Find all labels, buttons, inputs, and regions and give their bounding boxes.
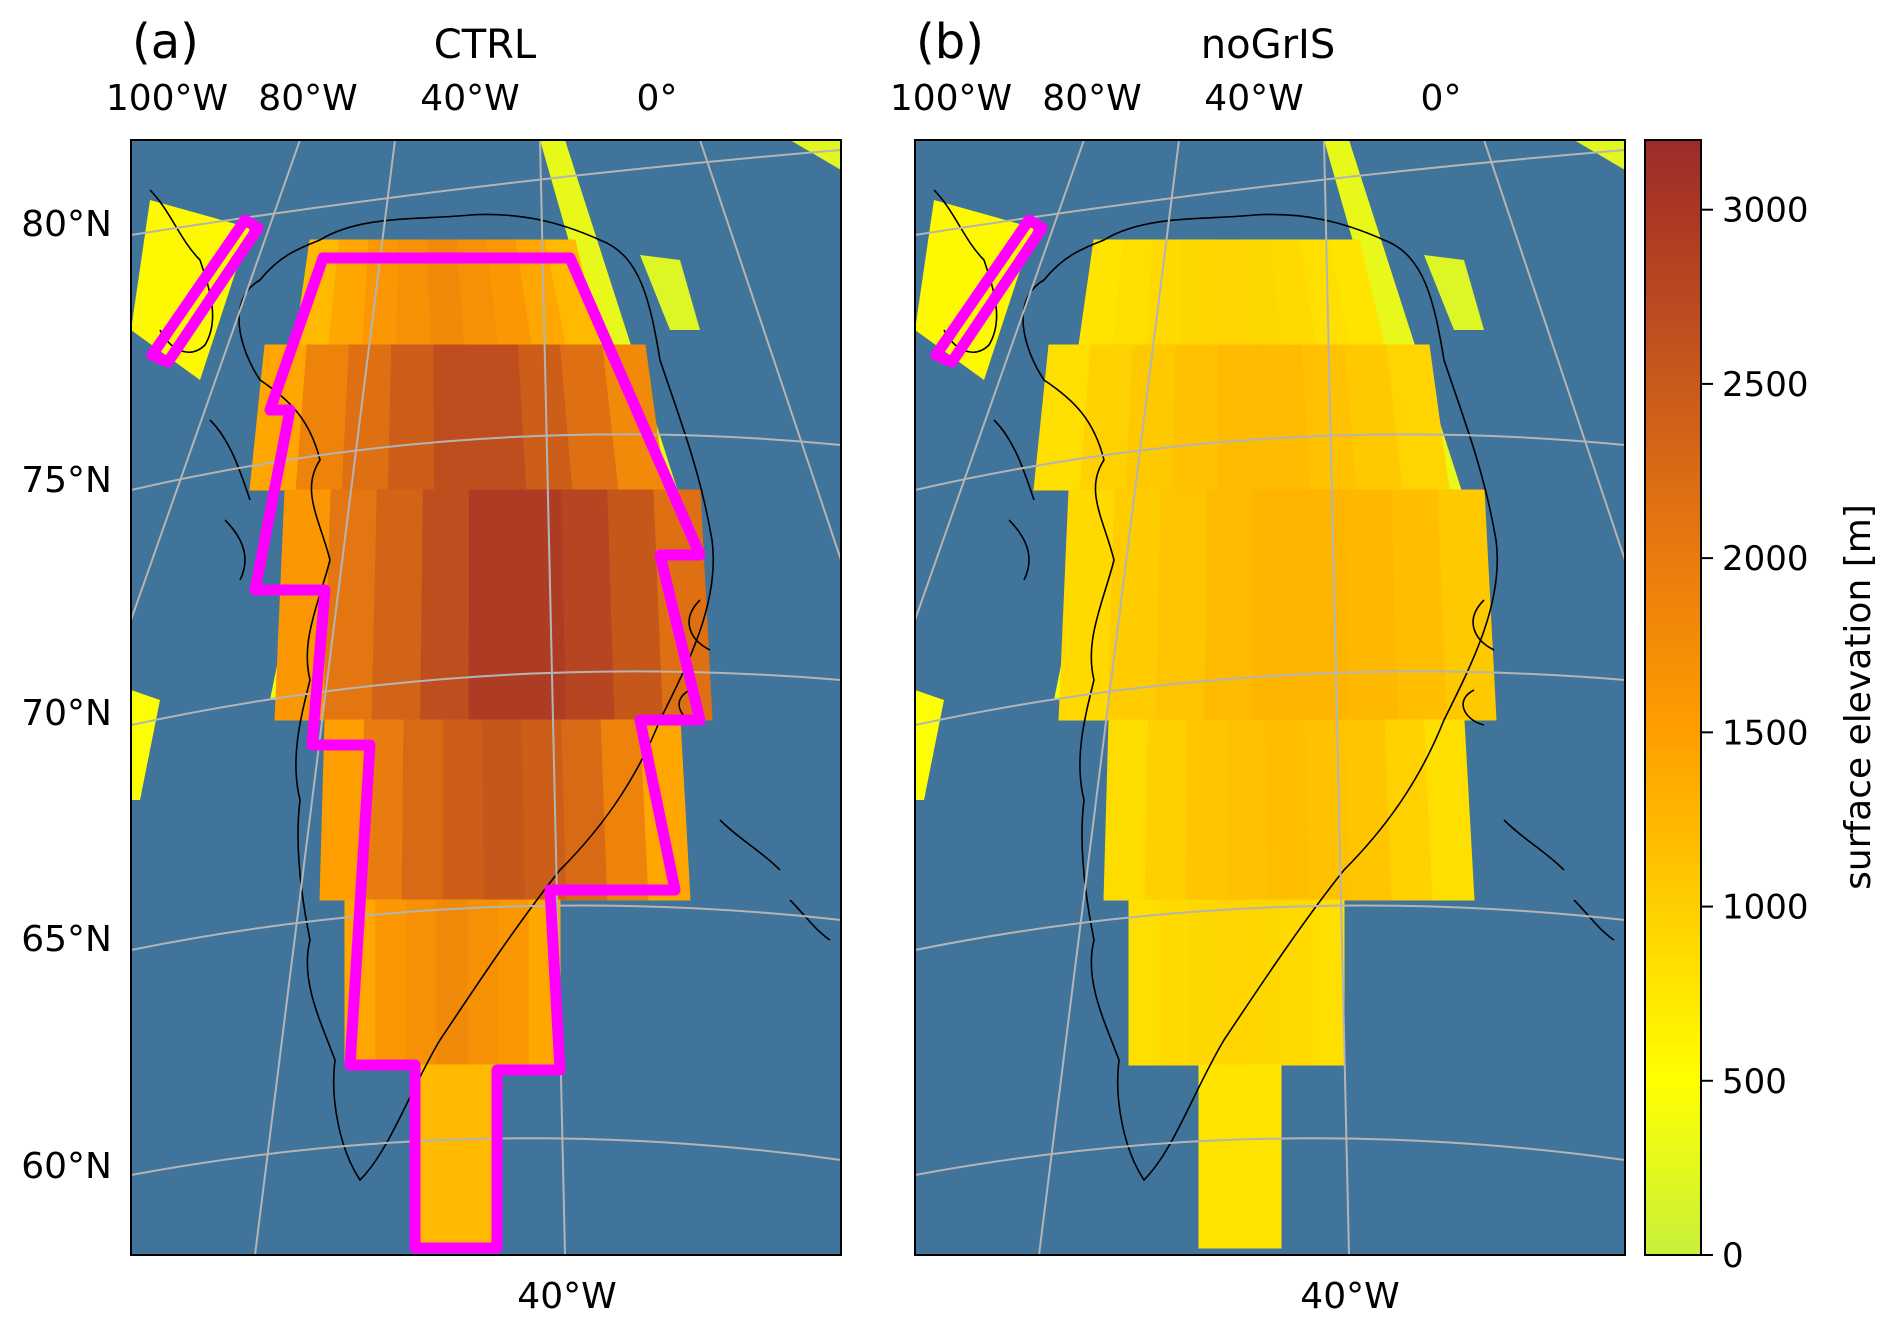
elevation-cell	[468, 489, 519, 721]
elevation-cell	[1345, 489, 1400, 721]
panel-a: (a) CTRL 100°W 80°W 40°W 0° 40°W 80°N 75…	[21, 14, 842, 1317]
elevation-cell	[1198, 1064, 1241, 1249]
elevation-cell	[1220, 899, 1253, 1066]
domain-outline	[930, 214, 1048, 368]
elevation-cell	[1266, 719, 1311, 901]
elevation-cells	[915, 140, 1625, 1249]
coastline	[933, 189, 1615, 1182]
panel-letter: (a)	[132, 14, 199, 70]
domain-outline	[146, 214, 706, 1254]
elevation-cell	[405, 899, 438, 1066]
lat-label: 65°N	[21, 919, 112, 960]
elevation-cell	[1144, 719, 1189, 901]
elevation-cell	[1226, 719, 1269, 901]
colorbar-tick-label: 2500	[1722, 365, 1809, 405]
elevation-cell	[1305, 719, 1352, 901]
graticule	[131, 140, 841, 1255]
elevation-cell	[1282, 899, 1314, 1066]
top-lon-label: 100°W	[106, 78, 228, 119]
elevation-cell	[1217, 344, 1266, 491]
top-lon-label: 0°	[637, 78, 678, 119]
elevation-cell	[1103, 719, 1149, 901]
elevation-cell	[1189, 899, 1222, 1066]
elevation-cell	[131, 690, 160, 800]
elevation-cell	[414, 1064, 457, 1249]
coastline	[149, 189, 831, 1182]
elevation-cell	[515, 489, 567, 721]
elevation-cell	[1128, 899, 1161, 1066]
elevation-cell	[455, 1064, 498, 1249]
elevation-cell	[1239, 1064, 1282, 1249]
bottom-lon-label: 40°W	[517, 1276, 616, 1317]
elevation-cell	[1171, 344, 1219, 491]
elevation-cell	[1204, 489, 1254, 721]
colorbar-tick-label: 500	[1722, 1062, 1787, 1102]
top-lon-label: 100°W	[890, 78, 1012, 119]
map-frame	[914, 139, 1626, 1256]
colorbar: 0 500 1000 1500 2000 2500 3000 surface elevati…	[1644, 139, 1879, 1276]
elevation-cell	[1299, 489, 1351, 721]
elevation-cell	[420, 489, 470, 721]
colorbar-tick-label: 3000	[1722, 191, 1809, 231]
elevation-cell	[561, 719, 609, 901]
top-lon-label: 80°W	[1042, 78, 1141, 119]
elevation-cell	[915, 690, 944, 800]
lat-label: 70°N	[21, 693, 112, 734]
elevation-cell	[1185, 719, 1228, 901]
elevation-cell	[521, 719, 568, 901]
elevation-cell	[790, 140, 841, 170]
panel-title: noGrIS	[1201, 22, 1335, 68]
colorbar-tick-label: 0	[1722, 1236, 1744, 1276]
elevation-cell	[1424, 255, 1484, 330]
elevation-cell	[1058, 489, 1116, 721]
map-frame	[130, 139, 842, 1256]
elevation-cell	[1180, 239, 1216, 346]
top-lon-label: 80°W	[258, 78, 357, 119]
elevation-cell	[1252, 489, 1303, 721]
panel-letter: (b)	[916, 14, 984, 70]
elevation-cell	[1251, 899, 1284, 1066]
panel-b: (b) noGrIS 100°W 80°W 40°W 0° 40°W	[890, 14, 1626, 1317]
elevation-cell	[1312, 899, 1345, 1066]
elevation-cell	[1437, 489, 1497, 721]
lat-label: 60°N	[21, 1146, 112, 1187]
elevation-cell	[433, 344, 482, 491]
lat-label: 75°N	[21, 460, 112, 501]
elevation-cell	[401, 719, 444, 901]
elevation-cell	[442, 719, 485, 901]
panel-title: CTRL	[434, 22, 537, 68]
elevation-cell	[1424, 719, 1475, 901]
elevation-cell	[1345, 719, 1393, 901]
colorbar-ticks: 0 500 1000 1500 2000 2500 3000	[1701, 191, 1809, 1276]
colorbar-tick-label: 2000	[1722, 539, 1809, 579]
elevation-cell	[482, 719, 527, 901]
graticule	[915, 140, 1625, 1255]
colorbar-tick-label: 1500	[1722, 713, 1809, 753]
elevation-cell	[561, 489, 616, 721]
elevation-cell	[436, 899, 469, 1066]
colorbar-tick-label: 1000	[1722, 888, 1809, 928]
elevation-cell	[1159, 899, 1191, 1066]
elevation-cell	[387, 344, 435, 491]
elevation-cell	[498, 899, 530, 1066]
elevation-cell	[1574, 140, 1625, 170]
colorbar-gradient	[1644, 139, 1702, 1256]
colorbar-label: surface elevation [m]	[1838, 504, 1879, 890]
top-lon-label: 40°W	[1204, 78, 1303, 119]
elevation-cell	[467, 899, 500, 1066]
top-lon-label: 0°	[1421, 78, 1462, 119]
elevation-cell	[640, 255, 700, 330]
bottom-lon-label: 40°W	[1300, 1276, 1399, 1317]
lat-label: 80°N	[21, 204, 112, 245]
top-lon-label: 40°W	[420, 78, 519, 119]
elevation-cell	[375, 899, 407, 1066]
